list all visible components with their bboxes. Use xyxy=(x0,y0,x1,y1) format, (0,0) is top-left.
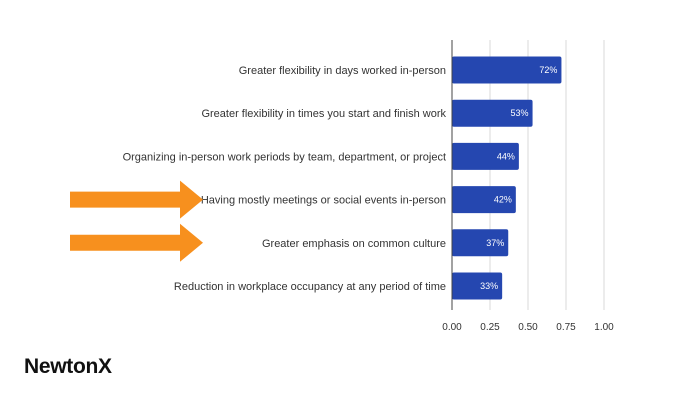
category-label: Greater emphasis on common culture xyxy=(262,238,446,250)
bar-value-label: 44% xyxy=(497,151,515,161)
category-label: Reduction in workplace occupancy at any … xyxy=(174,281,446,293)
x-tick-label: 1.00 xyxy=(594,322,614,333)
bar-value-label: 42% xyxy=(494,195,512,205)
category-label: Greater flexibility in times you start a… xyxy=(201,108,446,120)
bar-5 xyxy=(452,229,509,257)
category-label: Organizing in-person work periods by tea… xyxy=(123,151,446,163)
category-label: Greater flexibility in days worked in-pe… xyxy=(239,65,446,77)
x-tick-label: 0.75 xyxy=(556,322,576,333)
bar-value-label: 37% xyxy=(486,238,504,248)
bar-1 xyxy=(452,56,562,84)
x-tick-label: 0.00 xyxy=(442,322,462,333)
x-tick-label: 0.25 xyxy=(480,322,500,333)
highlight-arrow-icon xyxy=(70,223,203,262)
bar-6 xyxy=(452,272,503,300)
highlight-arrow-icon xyxy=(70,180,203,219)
bar-2 xyxy=(452,99,533,127)
bar-3 xyxy=(452,142,519,170)
bar-4 xyxy=(452,186,516,214)
category-label: Having mostly meetings or social events … xyxy=(201,195,446,207)
newtonx-logo: NewtonX xyxy=(24,355,112,378)
x-tick-label: 0.50 xyxy=(518,322,538,333)
bar-value-label: 33% xyxy=(480,281,498,291)
bar-value-label: 53% xyxy=(511,108,529,118)
bar-value-label: 72% xyxy=(539,65,557,75)
